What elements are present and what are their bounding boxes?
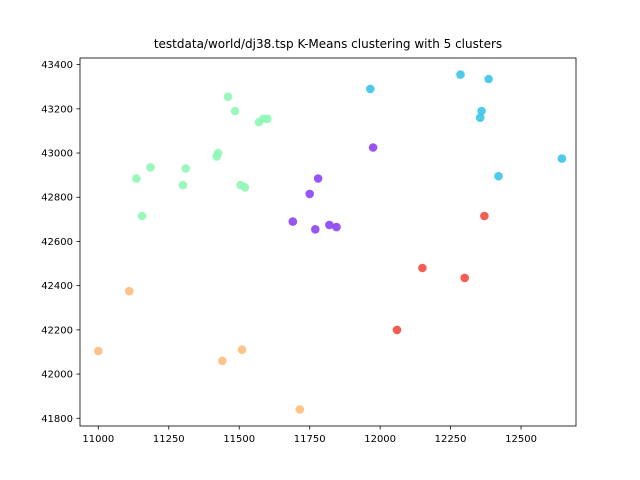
data-point xyxy=(240,183,250,192)
data-point xyxy=(230,106,240,116)
y-tick-label: 42200 xyxy=(41,325,73,336)
data-point xyxy=(368,143,378,152)
data-point xyxy=(178,180,188,190)
y-tick-label: 42800 xyxy=(41,193,73,204)
data-point xyxy=(484,74,493,84)
data-point xyxy=(557,154,567,163)
data-point xyxy=(332,222,341,232)
data-points xyxy=(94,70,567,414)
data-point xyxy=(218,356,227,366)
y-tick-label: 42600 xyxy=(41,237,73,248)
data-point xyxy=(94,346,103,356)
y-tick-label: 43000 xyxy=(41,149,73,160)
chart-title: testdata/world/dj38.tsp K-Means clusteri… xyxy=(154,37,502,51)
y-tick-label: 43400 xyxy=(41,60,73,71)
data-point xyxy=(132,174,141,183)
x-tick-label: 11000 xyxy=(82,434,114,445)
data-point xyxy=(311,225,320,234)
data-point xyxy=(418,263,427,273)
plot-frame xyxy=(79,57,577,427)
data-point xyxy=(366,84,375,94)
data-point xyxy=(213,148,223,158)
data-point xyxy=(475,113,485,122)
data-point xyxy=(237,345,247,355)
y-tick-label: 41800 xyxy=(41,414,73,425)
x-tick-label: 11500 xyxy=(223,434,255,445)
y-tick-label: 42000 xyxy=(41,370,73,381)
data-point xyxy=(313,174,323,183)
x-tick-label: 11250 xyxy=(153,434,185,445)
data-point xyxy=(494,171,503,181)
data-point xyxy=(460,273,470,283)
data-point xyxy=(223,92,233,101)
data-point xyxy=(181,164,190,173)
y-tick-label: 42400 xyxy=(41,281,73,292)
data-point xyxy=(305,189,315,199)
x-tick-label: 12500 xyxy=(505,434,537,445)
axes: 11000 11250 11500 11750 12000 12250 12500 41800… xyxy=(41,57,577,445)
data-point xyxy=(456,70,465,79)
data-point xyxy=(480,211,489,221)
data-point xyxy=(146,163,155,172)
data-point xyxy=(137,211,147,221)
data-point xyxy=(125,286,134,296)
data-point xyxy=(263,114,272,124)
data-point xyxy=(325,220,334,230)
x-tick-label: 12250 xyxy=(435,434,467,445)
data-point xyxy=(288,217,298,226)
data-point xyxy=(392,325,402,335)
x-tick-label: 12000 xyxy=(364,434,396,445)
x-tick-label: 11750 xyxy=(294,434,326,445)
data-point xyxy=(477,106,486,116)
data-point xyxy=(295,405,305,414)
y-tick-label: 43200 xyxy=(41,104,73,115)
